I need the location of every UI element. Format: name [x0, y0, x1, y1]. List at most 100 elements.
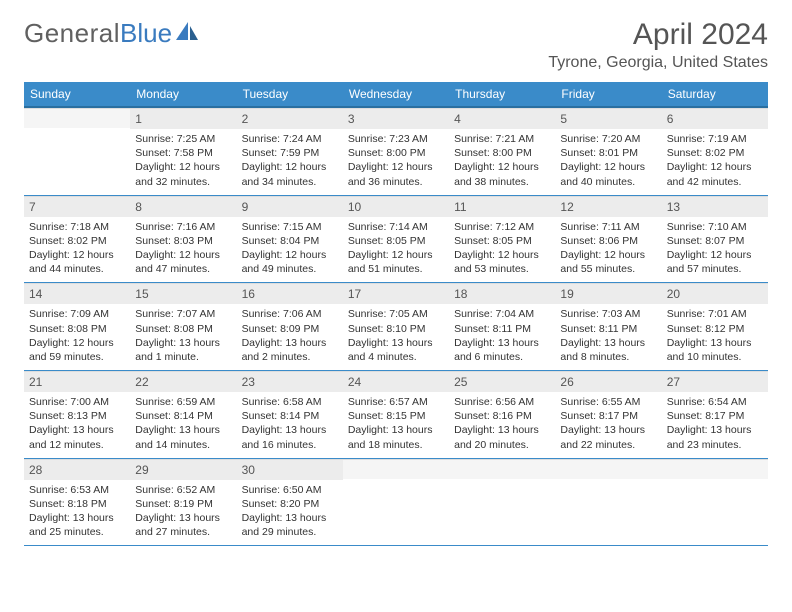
day-details: Sunrise: 6:55 AMSunset: 8:17 PMDaylight:… — [555, 392, 661, 458]
calendar-day-cell: 5Sunrise: 7:20 AMSunset: 8:01 PMDaylight… — [555, 107, 661, 195]
day-sunrise: Sunrise: 6:58 AM — [242, 395, 338, 409]
calendar-day-cell — [662, 458, 768, 546]
day-sunrise: Sunrise: 7:03 AM — [560, 307, 656, 321]
weekday-header: Tuesday — [237, 82, 343, 107]
day-daylight1: Daylight: 13 hours — [242, 511, 338, 525]
day-sunset: Sunset: 8:13 PM — [29, 409, 125, 423]
day-daylight2: and 59 minutes. — [29, 350, 125, 364]
day-details: Sunrise: 7:07 AMSunset: 8:08 PMDaylight:… — [130, 304, 236, 370]
day-details: Sunrise: 6:56 AMSunset: 8:16 PMDaylight:… — [449, 392, 555, 458]
day-daylight2: and 18 minutes. — [348, 438, 444, 452]
calendar-day-cell: 28Sunrise: 6:53 AMSunset: 8:18 PMDayligh… — [24, 458, 130, 546]
day-daylight2: and 23 minutes. — [667, 438, 763, 452]
day-sunset: Sunset: 8:06 PM — [560, 234, 656, 248]
day-sunrise: Sunrise: 6:57 AM — [348, 395, 444, 409]
day-details — [449, 479, 555, 537]
day-sunrise: Sunrise: 7:16 AM — [135, 220, 231, 234]
calendar-day-cell: 29Sunrise: 6:52 AMSunset: 8:19 PMDayligh… — [130, 458, 236, 546]
day-sunset: Sunset: 8:05 PM — [348, 234, 444, 248]
day-daylight2: and 32 minutes. — [135, 175, 231, 189]
calendar-day-cell: 1Sunrise: 7:25 AMSunset: 7:58 PMDaylight… — [130, 107, 236, 195]
day-daylight2: and 16 minutes. — [242, 438, 338, 452]
calendar-week-row: 28Sunrise: 6:53 AMSunset: 8:18 PMDayligh… — [24, 458, 768, 546]
day-details: Sunrise: 7:05 AMSunset: 8:10 PMDaylight:… — [343, 304, 449, 370]
day-sunset: Sunset: 8:15 PM — [348, 409, 444, 423]
day-number: 18 — [449, 283, 555, 304]
day-number: 1 — [130, 108, 236, 129]
day-number — [343, 459, 449, 479]
day-number: 7 — [24, 196, 130, 217]
day-details: Sunrise: 6:50 AMSunset: 8:20 PMDaylight:… — [237, 480, 343, 546]
calendar-day-cell: 27Sunrise: 6:54 AMSunset: 8:17 PMDayligh… — [662, 371, 768, 459]
day-details: Sunrise: 7:19 AMSunset: 8:02 PMDaylight:… — [662, 129, 768, 195]
day-number: 11 — [449, 196, 555, 217]
calendar-thead: SundayMondayTuesdayWednesdayThursdayFrid… — [24, 82, 768, 107]
day-daylight2: and 6 minutes. — [454, 350, 550, 364]
day-daylight1: Daylight: 13 hours — [135, 336, 231, 350]
day-daylight2: and 12 minutes. — [29, 438, 125, 452]
calendar-day-cell: 16Sunrise: 7:06 AMSunset: 8:09 PMDayligh… — [237, 283, 343, 371]
day-sunset: Sunset: 8:14 PM — [242, 409, 338, 423]
day-daylight2: and 47 minutes. — [135, 262, 231, 276]
day-details: Sunrise: 7:12 AMSunset: 8:05 PMDaylight:… — [449, 217, 555, 283]
calendar-day-cell: 2Sunrise: 7:24 AMSunset: 7:59 PMDaylight… — [237, 107, 343, 195]
day-daylight1: Daylight: 13 hours — [348, 336, 444, 350]
day-number: 22 — [130, 371, 236, 392]
day-details: Sunrise: 7:06 AMSunset: 8:09 PMDaylight:… — [237, 304, 343, 370]
day-details: Sunrise: 6:54 AMSunset: 8:17 PMDaylight:… — [662, 392, 768, 458]
day-sunset: Sunset: 8:17 PM — [560, 409, 656, 423]
day-number: 21 — [24, 371, 130, 392]
calendar-day-cell: 15Sunrise: 7:07 AMSunset: 8:08 PMDayligh… — [130, 283, 236, 371]
day-number: 5 — [555, 108, 661, 129]
day-details — [662, 479, 768, 537]
calendar-day-cell — [449, 458, 555, 546]
calendar-week-row: 21Sunrise: 7:00 AMSunset: 8:13 PMDayligh… — [24, 371, 768, 459]
calendar-day-cell: 11Sunrise: 7:12 AMSunset: 8:05 PMDayligh… — [449, 195, 555, 283]
day-sunrise: Sunrise: 7:25 AM — [135, 132, 231, 146]
day-sunset: Sunset: 8:00 PM — [348, 146, 444, 160]
day-sunrise: Sunrise: 7:04 AM — [454, 307, 550, 321]
calendar-week-row: 7Sunrise: 7:18 AMSunset: 8:02 PMDaylight… — [24, 195, 768, 283]
day-sunrise: Sunrise: 7:00 AM — [29, 395, 125, 409]
day-daylight2: and 42 minutes. — [667, 175, 763, 189]
day-sunrise: Sunrise: 7:12 AM — [454, 220, 550, 234]
day-sunset: Sunset: 8:16 PM — [454, 409, 550, 423]
day-sunset: Sunset: 8:00 PM — [454, 146, 550, 160]
calendar-day-cell: 7Sunrise: 7:18 AMSunset: 8:02 PMDaylight… — [24, 195, 130, 283]
day-sunset: Sunset: 8:11 PM — [560, 322, 656, 336]
calendar-day-cell: 17Sunrise: 7:05 AMSunset: 8:10 PMDayligh… — [343, 283, 449, 371]
day-sunrise: Sunrise: 7:10 AM — [667, 220, 763, 234]
day-sunrise: Sunrise: 7:24 AM — [242, 132, 338, 146]
day-daylight1: Daylight: 12 hours — [135, 160, 231, 174]
day-number: 16 — [237, 283, 343, 304]
day-sunrise: Sunrise: 7:06 AM — [242, 307, 338, 321]
day-sunrise: Sunrise: 7:15 AM — [242, 220, 338, 234]
day-details: Sunrise: 7:15 AMSunset: 8:04 PMDaylight:… — [237, 217, 343, 283]
calendar-day-cell — [555, 458, 661, 546]
calendar-day-cell: 6Sunrise: 7:19 AMSunset: 8:02 PMDaylight… — [662, 107, 768, 195]
day-daylight1: Daylight: 12 hours — [560, 248, 656, 262]
day-number: 30 — [237, 459, 343, 480]
day-sunrise: Sunrise: 7:19 AM — [667, 132, 763, 146]
day-number: 6 — [662, 108, 768, 129]
day-sunrise: Sunrise: 7:21 AM — [454, 132, 550, 146]
day-daylight2: and 29 minutes. — [242, 525, 338, 539]
day-sunrise: Sunrise: 7:18 AM — [29, 220, 125, 234]
day-sunrise: Sunrise: 6:53 AM — [29, 483, 125, 497]
calendar-week-row: 14Sunrise: 7:09 AMSunset: 8:08 PMDayligh… — [24, 283, 768, 371]
day-sunset: Sunset: 8:09 PM — [242, 322, 338, 336]
day-number: 28 — [24, 459, 130, 480]
day-daylight2: and 51 minutes. — [348, 262, 444, 276]
weekday-header: Thursday — [449, 82, 555, 107]
day-sunrise: Sunrise: 7:07 AM — [135, 307, 231, 321]
day-details: Sunrise: 7:03 AMSunset: 8:11 PMDaylight:… — [555, 304, 661, 370]
day-details: Sunrise: 6:57 AMSunset: 8:15 PMDaylight:… — [343, 392, 449, 458]
day-details: Sunrise: 7:00 AMSunset: 8:13 PMDaylight:… — [24, 392, 130, 458]
day-number — [555, 459, 661, 479]
day-details: Sunrise: 6:58 AMSunset: 8:14 PMDaylight:… — [237, 392, 343, 458]
day-number: 23 — [237, 371, 343, 392]
day-daylight2: and 53 minutes. — [454, 262, 550, 276]
day-daylight1: Daylight: 13 hours — [667, 423, 763, 437]
day-number: 13 — [662, 196, 768, 217]
day-sunset: Sunset: 8:02 PM — [667, 146, 763, 160]
